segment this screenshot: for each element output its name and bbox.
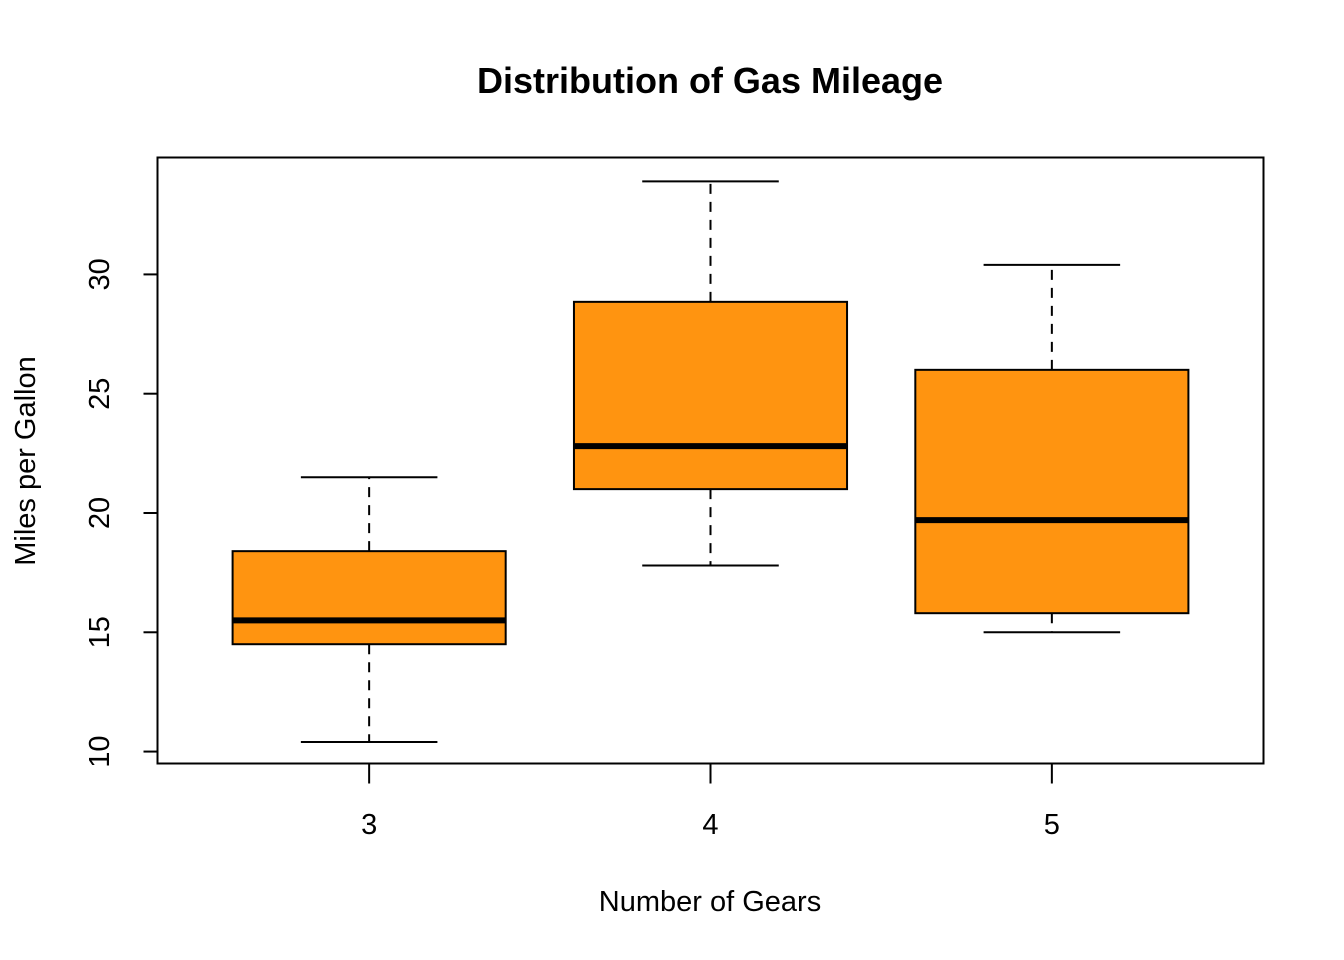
x-axis-label: Number of Gears bbox=[599, 886, 821, 918]
y-tick-label-25: 25 bbox=[84, 378, 116, 410]
box-group-5 bbox=[914, 263, 1190, 634]
x-tick-label-3: 3 bbox=[361, 809, 377, 841]
box-3 bbox=[231, 550, 507, 646]
y-tick-label-30: 30 bbox=[84, 258, 116, 290]
box-5 bbox=[914, 368, 1190, 615]
x-tick-label-5: 5 bbox=[1044, 809, 1060, 841]
x-tick-label-4: 4 bbox=[702, 809, 718, 841]
y-axis: 10 15 20 25 30 bbox=[84, 258, 159, 768]
box-group-3 bbox=[231, 476, 507, 744]
y-tick-label-20: 20 bbox=[84, 497, 116, 529]
y-tick-label-15: 15 bbox=[84, 616, 116, 648]
y-tick-label-10: 10 bbox=[84, 735, 116, 767]
x-axis: 3 4 5 bbox=[361, 762, 1060, 841]
box-4 bbox=[572, 300, 849, 491]
chart-title: Distribution of Gas Mileage bbox=[477, 60, 943, 101]
box-group-4 bbox=[572, 180, 849, 567]
y-axis-label: Miles per Gallon bbox=[10, 356, 42, 566]
boxes-layer bbox=[231, 180, 1190, 744]
